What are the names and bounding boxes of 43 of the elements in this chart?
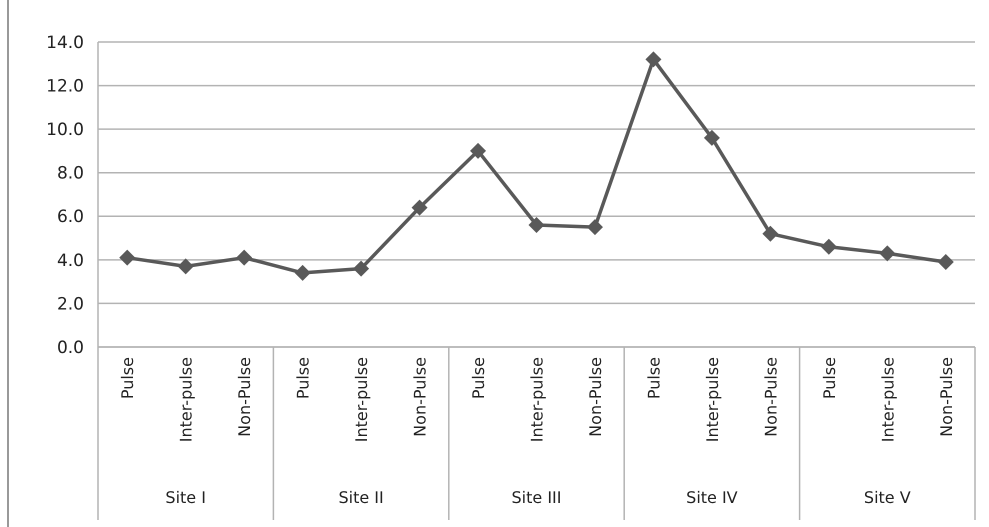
text: Site III: [512, 488, 562, 507]
y-tick-label: 10.0: [46, 120, 84, 140]
x-tick-label: Non-Pulse: [586, 357, 605, 437]
y-tick-label: 2.0: [56, 294, 84, 314]
point: [178, 258, 194, 274]
point: [820, 238, 837, 255]
point: [528, 217, 544, 233]
x-tick-label: Pulse: [644, 357, 664, 400]
point: [938, 254, 954, 270]
point: [294, 264, 311, 281]
point: [470, 142, 486, 159]
point: [586, 219, 603, 236]
point: [704, 130, 720, 146]
x-tick-label: Inter-pulse: [176, 357, 196, 442]
text: Site V: [864, 488, 911, 507]
text: Site IV: [686, 488, 738, 507]
x-tick-label: Pulse: [118, 357, 138, 400]
text: Site II: [338, 488, 384, 507]
point: [236, 250, 252, 266]
x-tick-label: Inter-pulse: [352, 357, 372, 442]
point: [119, 250, 136, 266]
y-tick-label: 6.0: [56, 207, 84, 228]
point: [762, 226, 778, 242]
y-tick-label: 0.0: [56, 338, 84, 358]
x-tick-label: Non-Pulse: [761, 357, 780, 437]
y-tick-label: 8.0: [56, 164, 84, 184]
point: [353, 260, 370, 277]
x-tick-label: Inter-pulse: [702, 357, 722, 442]
x-tick-label: Inter-pulse: [528, 357, 546, 442]
x-tick-label: Pulse: [820, 357, 839, 400]
x-tick-label: Non-Pulse: [235, 357, 254, 437]
y-tick-label: 12.0: [46, 76, 84, 97]
point: [879, 245, 896, 262]
y-tick-label: 4.0: [56, 250, 84, 271]
x-tick-label: Pulse: [294, 357, 313, 400]
point: [412, 200, 428, 216]
x-tick-label: Pulse: [469, 357, 488, 400]
x-tick-label: Non-Pulse: [410, 357, 430, 437]
x-tick-label: Non-Pulse: [936, 357, 956, 437]
y-tick-label: 14.0: [46, 32, 84, 53]
point: [645, 51, 662, 68]
text: Site I: [165, 488, 206, 507]
x-tick-label: Inter-pulse: [878, 357, 898, 442]
